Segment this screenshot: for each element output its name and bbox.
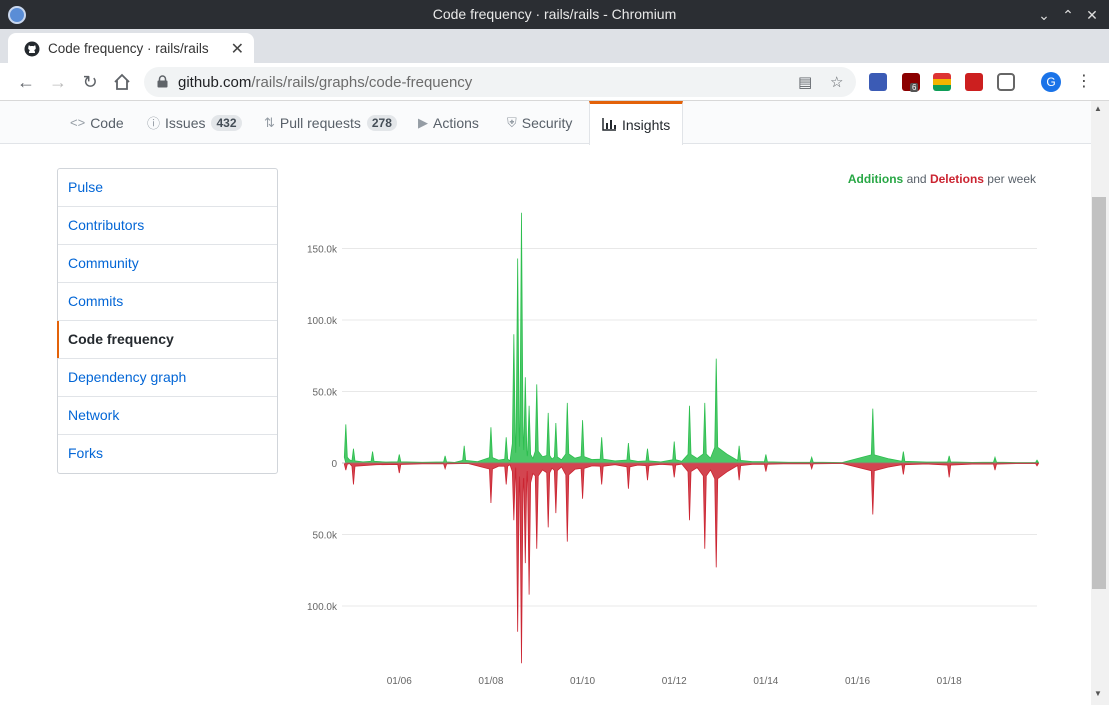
- tab-pull-requests[interactable]: ⇅ Pull requests 278: [264, 101, 397, 144]
- tab-label: Security: [521, 114, 573, 131]
- extension-badge: 6: [910, 83, 919, 92]
- insights-sidebar: Pulse Contributors Community Commits Cod…: [57, 168, 278, 474]
- tab-insights[interactable]: Insights: [589, 101, 684, 145]
- address-bar[interactable]: github.com/rails/rails/graphs/code-frequ…: [144, 67, 856, 97]
- tab-strip: Code frequency · rails/rails ✕ +: [0, 29, 1109, 86]
- scrollbar-thumb[interactable]: [1092, 197, 1106, 589]
- y-tick-label: 50.0k: [313, 531, 338, 542]
- close-window-icon[interactable]: ✕: [1086, 7, 1098, 23]
- save-extension-icon[interactable]: [869, 73, 887, 91]
- home-icon[interactable]: [110, 70, 134, 94]
- sidebar-item-code-frequency[interactable]: Code frequency: [57, 321, 277, 359]
- back-icon[interactable]: ←: [17, 72, 35, 92]
- play-icon: ▶: [418, 114, 428, 130]
- tab-label: Pull requests: [279, 114, 361, 131]
- tab-code[interactable]: <> Code: [70, 101, 124, 144]
- browser-tab[interactable]: Code frequency · rails/rails ✕: [8, 33, 254, 63]
- deletions-area: [343, 462, 1040, 664]
- sidebar-item-contributors[interactable]: Contributors: [58, 207, 277, 245]
- browser-menu-icon[interactable]: ⋮: [1076, 73, 1092, 90]
- legend-deletions: Deletions: [929, 172, 984, 186]
- x-tick-label: 01/10: [570, 676, 595, 687]
- x-tick-label: 01/06: [387, 676, 412, 687]
- issues-counter: 432: [211, 114, 242, 131]
- minimize-icon[interactable]: ⌄: [1038, 7, 1050, 23]
- github-icon: [24, 41, 40, 57]
- page-content: <> Code ⓘ Issues 432 ⇅ Pull requests 278…: [0, 101, 1091, 705]
- y-tick-label: 100.0k: [307, 602, 338, 613]
- x-tick-label: 01/08: [478, 676, 503, 687]
- reload-icon[interactable]: ↻: [82, 72, 98, 92]
- browser-toolbar: ← → ↻ github.com/rails/rails/graphs/code…: [0, 63, 1109, 101]
- x-tick-label: 01/12: [662, 676, 687, 687]
- issue-icon: ⓘ: [147, 116, 161, 131]
- window-titlebar: Code frequency · rails/rails - Chromium …: [0, 0, 1109, 29]
- additions-area: [343, 212, 1040, 464]
- pocket-icon[interactable]: [997, 73, 1015, 91]
- y-tick-label: 0: [331, 459, 337, 470]
- bookmark-star-icon[interactable]: ☆: [830, 74, 844, 91]
- sidebar-item-pulse[interactable]: Pulse: [58, 169, 277, 207]
- legend-suffix: per week: [987, 172, 1036, 186]
- page-scrollbar[interactable]: ▲ ▼: [1091, 101, 1109, 705]
- tab-title: Code frequency · rails/rails: [48, 41, 209, 56]
- legend-and: and: [906, 172, 927, 186]
- tab-close-icon[interactable]: ✕: [230, 41, 244, 58]
- chart-legend: Additions and Deletions per week: [848, 172, 1036, 186]
- legend-additions: Additions: [847, 172, 904, 186]
- window-title: Code frequency · rails/rails - Chromium: [432, 6, 677, 22]
- tab-label: Insights: [622, 116, 671, 133]
- ublock-icon[interactable]: 6: [902, 73, 920, 92]
- x-tick-label: 01/14: [753, 676, 778, 687]
- y-tick-label: 50.0k: [313, 388, 338, 399]
- tab-actions[interactable]: ▶ Actions: [418, 101, 479, 144]
- graph-icon: [602, 118, 616, 131]
- x-tick-label: 01/16: [845, 676, 870, 687]
- sidebar-item-community[interactable]: Community: [58, 245, 277, 283]
- tab-security[interactable]: ⛨ Security: [507, 101, 572, 144]
- y-tick-label: 150.0k: [307, 245, 338, 256]
- sidebar-item-network[interactable]: Network: [58, 397, 277, 435]
- sidebar-item-dependency-graph[interactable]: Dependency graph: [58, 359, 277, 397]
- tab-issues[interactable]: ⓘ Issues 432: [147, 101, 242, 144]
- forward-icon[interactable]: →: [49, 72, 67, 92]
- pull-requests-counter: 278: [366, 114, 397, 131]
- tab-label: Code: [90, 114, 124, 131]
- code-frequency-chart: 150.0k 100.0k 50.0k 0 50.0k 100.0k 01/06 01/08 0…: [307, 212, 1040, 687]
- url-text: github.com/rails/rails/graphs/code-frequ…: [178, 74, 473, 91]
- profile-avatar[interactable]: G: [1041, 72, 1061, 92]
- shield-icon: ⛨: [507, 114, 517, 130]
- chromium-icon: [8, 6, 26, 24]
- maximize-icon[interactable]: ⌃: [1062, 7, 1074, 23]
- scroll-down-icon[interactable]: ▼: [1094, 689, 1102, 698]
- tab-label: Issues: [165, 114, 206, 131]
- lock-icon: [157, 75, 168, 88]
- repo-nav: <> Code ⓘ Issues 432 ⇅ Pull requests 278…: [0, 101, 1091, 145]
- x-tick-label: 01/18: [937, 676, 962, 687]
- translate-icon[interactable]: ▤: [798, 74, 813, 91]
- code-icon: <>: [70, 115, 86, 130]
- sidebar-item-forks[interactable]: Forks: [68, 445, 103, 461]
- colorful-extension-icon[interactable]: [933, 73, 951, 91]
- sidebar-item-commits[interactable]: Commits: [58, 283, 277, 321]
- y-tick-label: 100.0k: [307, 316, 338, 327]
- tab-label: Actions: [433, 114, 479, 131]
- scroll-up-icon[interactable]: ▲: [1094, 104, 1102, 113]
- pull-request-icon: ⇅: [264, 114, 275, 130]
- magic-wand-icon[interactable]: [965, 73, 983, 91]
